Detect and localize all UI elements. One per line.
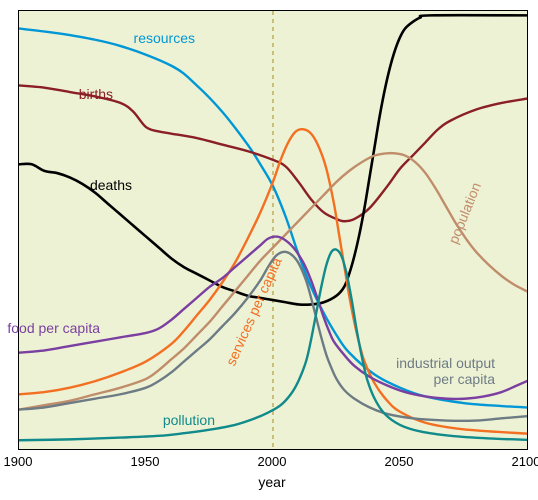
x-tick-2000: 2000 xyxy=(258,454,287,469)
x-tick-2100: 2100 xyxy=(512,454,538,469)
series-births xyxy=(19,85,527,221)
x-tick-2050: 2050 xyxy=(385,454,414,469)
chart-svg xyxy=(19,11,527,449)
chart-plot-area xyxy=(18,10,528,450)
x-tick-1950: 1950 xyxy=(131,454,160,469)
x-tick-1900: 1900 xyxy=(4,454,33,469)
x-axis-title: year xyxy=(258,474,285,490)
